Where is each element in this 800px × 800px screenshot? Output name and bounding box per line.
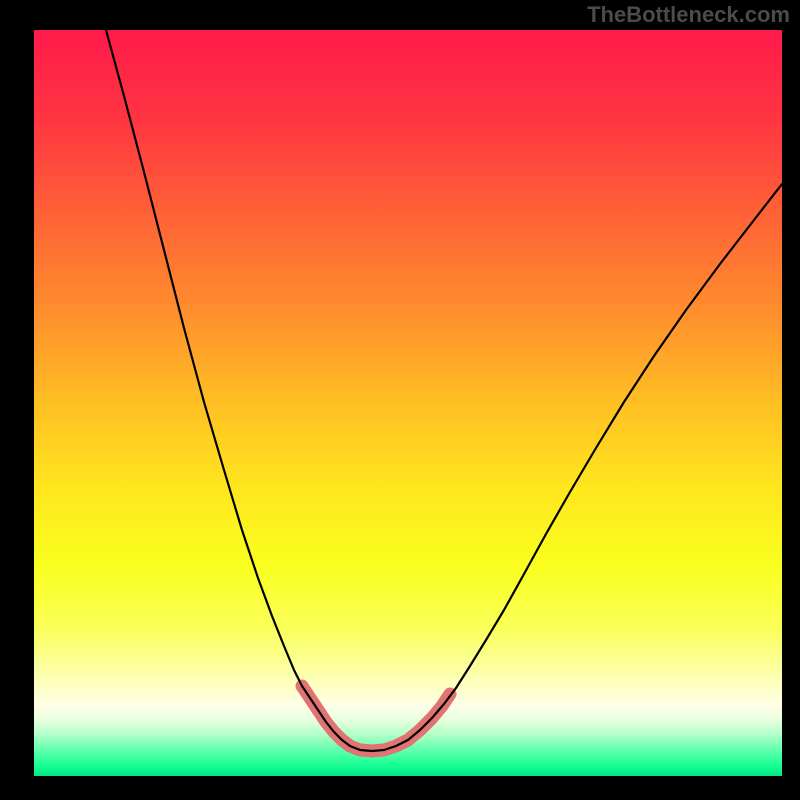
curve-layer <box>34 30 782 776</box>
plot-area <box>34 30 782 776</box>
watermark-text: TheBottleneck.com <box>587 2 790 28</box>
bottleneck-curve <box>106 30 782 751</box>
chart-stage: TheBottleneck.com <box>0 0 800 800</box>
